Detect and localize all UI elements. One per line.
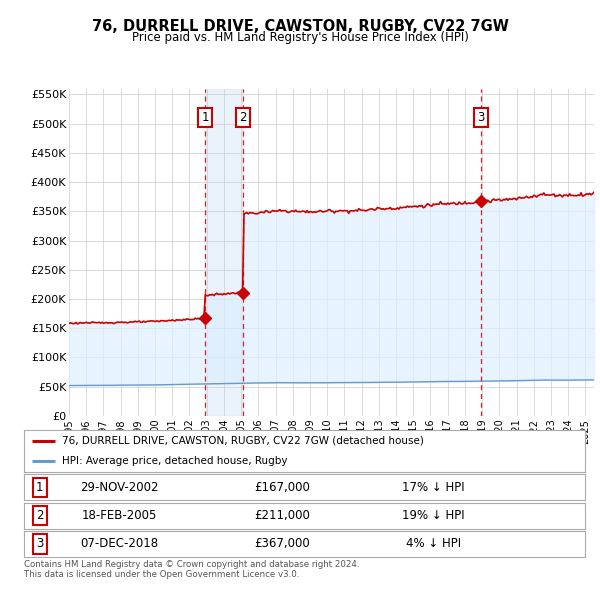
Bar [205, 88, 243, 416]
Text: 1: 1 [202, 112, 209, 124]
Text: 19% ↓ HPI: 19% ↓ HPI [402, 509, 465, 522]
Text: £367,000: £367,000 [254, 537, 310, 550]
Text: 76, DURRELL DRIVE, CAWSTON, RUGBY, CV22 7GW (detached house): 76, DURRELL DRIVE, CAWSTON, RUGBY, CV22 … [62, 436, 424, 446]
Text: 2: 2 [239, 112, 247, 124]
Text: 3: 3 [36, 537, 43, 550]
Text: 76, DURRELL DRIVE, CAWSTON, RUGBY, CV22 7GW: 76, DURRELL DRIVE, CAWSTON, RUGBY, CV22 … [92, 19, 508, 34]
Text: This data is licensed under the Open Government Licence v3.0.: This data is licensed under the Open Gov… [24, 571, 299, 579]
Text: 07-DEC-2018: 07-DEC-2018 [80, 537, 158, 550]
Text: Contains HM Land Registry data © Crown copyright and database right 2024.: Contains HM Land Registry data © Crown c… [24, 560, 359, 569]
Text: 3: 3 [477, 112, 485, 124]
Text: Price paid vs. HM Land Registry's House Price Index (HPI): Price paid vs. HM Land Registry's House … [131, 31, 469, 44]
Text: 1: 1 [36, 481, 43, 494]
Text: £167,000: £167,000 [254, 481, 310, 494]
Text: HPI: Average price, detached house, Rugby: HPI: Average price, detached house, Rugb… [62, 455, 287, 466]
Text: 29-NOV-2002: 29-NOV-2002 [80, 481, 158, 494]
Text: 4% ↓ HPI: 4% ↓ HPI [406, 537, 461, 550]
Text: £211,000: £211,000 [254, 509, 310, 522]
Text: 18-FEB-2005: 18-FEB-2005 [82, 509, 157, 522]
Text: 2: 2 [36, 509, 43, 522]
Text: 17% ↓ HPI: 17% ↓ HPI [402, 481, 465, 494]
